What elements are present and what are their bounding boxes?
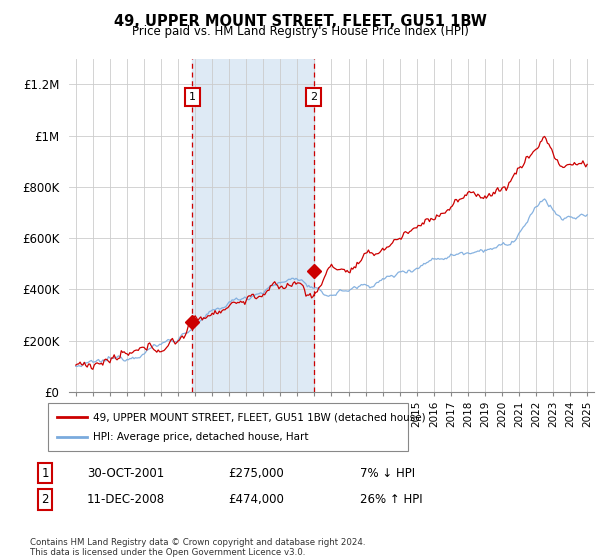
Text: 2: 2 [310, 92, 317, 102]
Bar [192, 59, 314, 392]
Text: 49, UPPER MOUNT STREET, FLEET, GU51 1BW (detached house): 49, UPPER MOUNT STREET, FLEET, GU51 1BW … [93, 413, 425, 422]
Text: 1: 1 [189, 92, 196, 102]
Text: Contains HM Land Registry data © Crown copyright and database right 2024.
This d: Contains HM Land Registry data © Crown c… [30, 538, 365, 557]
Text: 30-OCT-2001: 30-OCT-2001 [87, 466, 164, 480]
Text: 2: 2 [41, 493, 49, 506]
Text: £474,000: £474,000 [228, 493, 284, 506]
Text: 7% ↓ HPI: 7% ↓ HPI [360, 466, 415, 480]
Text: 26% ↑ HPI: 26% ↑ HPI [360, 493, 422, 506]
Text: 49, UPPER MOUNT STREET, FLEET, GU51 1BW: 49, UPPER MOUNT STREET, FLEET, GU51 1BW [113, 14, 487, 29]
Text: 1: 1 [41, 466, 49, 480]
Text: Price paid vs. HM Land Registry's House Price Index (HPI): Price paid vs. HM Land Registry's House … [131, 25, 469, 38]
Text: HPI: Average price, detached house, Hart: HPI: Average price, detached house, Hart [93, 432, 308, 442]
Text: 11-DEC-2008: 11-DEC-2008 [87, 493, 165, 506]
Text: £275,000: £275,000 [228, 466, 284, 480]
